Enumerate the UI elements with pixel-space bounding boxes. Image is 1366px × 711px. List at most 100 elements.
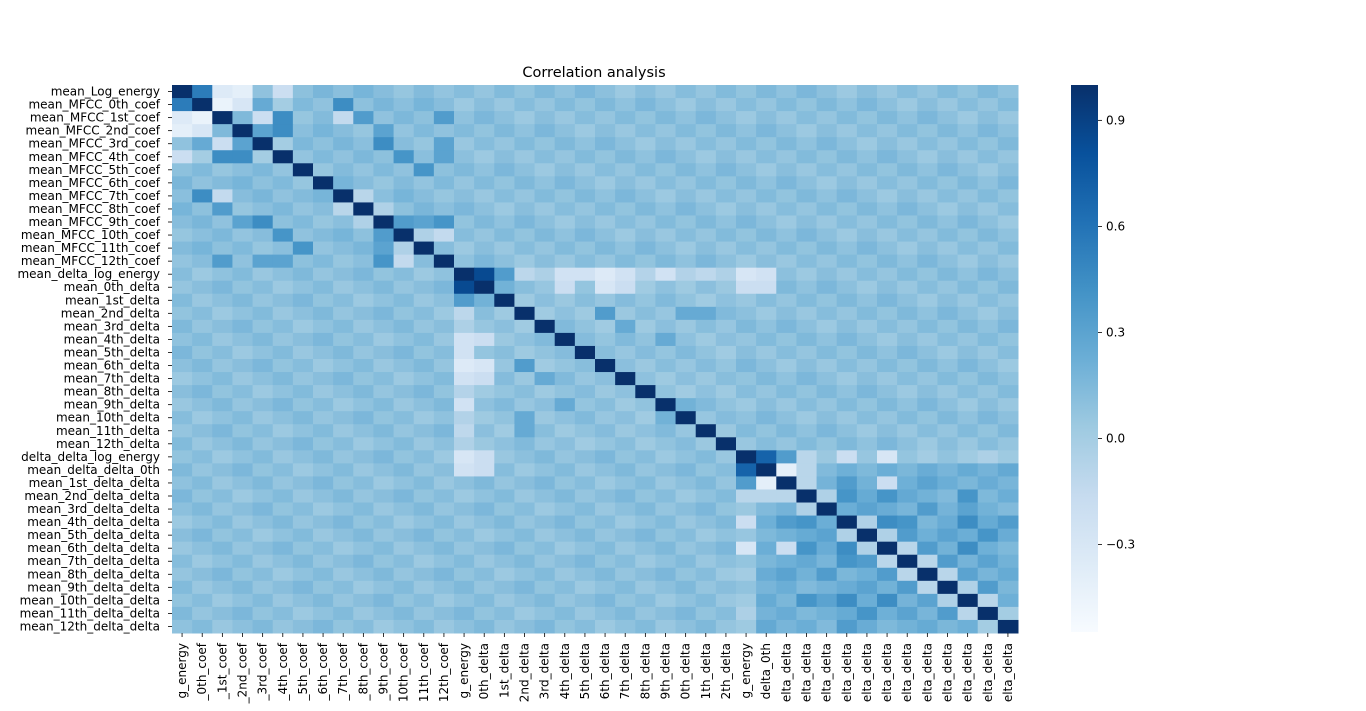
heatmap-cell [212, 202, 233, 216]
heatmap-cell [474, 163, 495, 177]
heatmap-cell [675, 306, 697, 321]
heatmap-cell [333, 293, 354, 308]
heatmap-cell [877, 385, 898, 399]
heatmap-cell [856, 189, 878, 203]
heatmap-cell [695, 398, 717, 412]
heatmap-cell [856, 385, 878, 399]
heatmap-cell [373, 437, 395, 451]
heatmap-cell [474, 215, 495, 230]
heatmap-cell [816, 293, 838, 308]
heatmap-cell [816, 489, 838, 504]
heatmap-cell [715, 267, 737, 282]
heatmap-cell [957, 332, 979, 347]
heatmap-cell [554, 241, 576, 256]
column-label: _5th_coef [296, 642, 310, 701]
heatmap-cell [212, 541, 233, 556]
heatmap-cell [554, 450, 576, 464]
heatmap-cell [554, 554, 576, 569]
heatmap-cell [957, 228, 979, 243]
heatmap-cell [252, 176, 274, 190]
heatmap-cell [454, 450, 475, 464]
heatmap-cell [715, 202, 737, 216]
heatmap-cell [877, 111, 898, 125]
heatmap-cell [836, 241, 858, 256]
heatmap-cell [514, 293, 536, 308]
heatmap-cell [232, 411, 254, 425]
heatmap-cell [655, 319, 677, 334]
heatmap-cell [292, 241, 314, 256]
heatmap-cell [635, 398, 656, 412]
heatmap-cell [252, 554, 274, 569]
heatmap-cell [715, 306, 737, 321]
heatmap-cell [413, 319, 435, 334]
column-label: 0th_delta [679, 643, 693, 699]
heatmap-cell [433, 372, 455, 386]
heatmap-cell [433, 345, 455, 360]
heatmap-cell [635, 476, 656, 490]
heatmap-cell [655, 280, 677, 295]
heatmap-cell [776, 241, 797, 256]
heatmap-cell [353, 85, 374, 99]
heatmap-cell [212, 359, 233, 373]
heatmap-cell [494, 137, 515, 151]
heatmap-cell [292, 385, 314, 399]
heatmap-cell [494, 541, 515, 556]
heatmap-cell [655, 124, 677, 138]
heatmap-cell [172, 137, 193, 151]
heatmap-cell [595, 241, 616, 256]
heatmap-cell [454, 163, 475, 177]
heatmap-cell [172, 437, 193, 451]
heatmap-cell [715, 437, 737, 451]
heatmap-cell [192, 398, 213, 412]
heatmap-cell [615, 567, 636, 582]
heatmap-cell [172, 124, 193, 138]
heatmap-cell [675, 176, 697, 190]
heatmap-cell [252, 280, 274, 295]
heatmap-cell [292, 502, 314, 517]
heatmap-cell [917, 580, 938, 595]
heatmap-cell [796, 593, 818, 608]
heatmap-cell [494, 85, 515, 99]
heatmap-cell [897, 554, 918, 569]
heatmap-cell [192, 176, 213, 190]
heatmap-cell [554, 385, 576, 399]
heatmap-cell [514, 411, 536, 425]
row-label: mean_MFCC_5th_coef [28, 163, 160, 177]
column-label: 6th_delta [598, 643, 612, 699]
heatmap-cell [957, 359, 979, 373]
heatmap-cell [756, 163, 777, 177]
heatmap-cell [776, 176, 797, 190]
heatmap-cell [433, 306, 455, 321]
heatmap-cell [474, 476, 495, 490]
heatmap-cell [574, 150, 596, 164]
heatmap-cell [595, 619, 616, 634]
heatmap-cell [494, 437, 515, 451]
heatmap-cell [232, 398, 254, 412]
heatmap-cell [977, 619, 999, 634]
heatmap-cell [897, 593, 918, 608]
heatmap-cell [474, 293, 495, 308]
heatmap-cell [172, 606, 193, 621]
heatmap-cell [776, 215, 797, 230]
heatmap-cell [514, 111, 536, 125]
row-label: mean_MFCC_0th_coef [28, 98, 160, 112]
heatmap-cell [393, 267, 415, 282]
column-label: elta_delta [860, 643, 874, 702]
heatmap-cell [635, 306, 656, 321]
heatmap-cell [313, 476, 334, 490]
heatmap-cell [816, 411, 838, 425]
heatmap-cell [977, 424, 999, 438]
heatmap-cell [756, 437, 777, 451]
heatmap-cell [856, 332, 878, 347]
heatmap-cell [816, 215, 838, 230]
heatmap-cell [433, 515, 455, 530]
heatmap-cell [635, 124, 656, 138]
heatmap-cell [212, 476, 233, 490]
heatmap-cell [292, 619, 314, 634]
heatmap-cell [776, 85, 797, 99]
heatmap-cell [192, 202, 213, 216]
heatmap-cell [695, 424, 717, 438]
heatmap-cell [877, 202, 898, 216]
heatmap-cell [333, 280, 354, 295]
heatmap-cell [836, 150, 858, 164]
